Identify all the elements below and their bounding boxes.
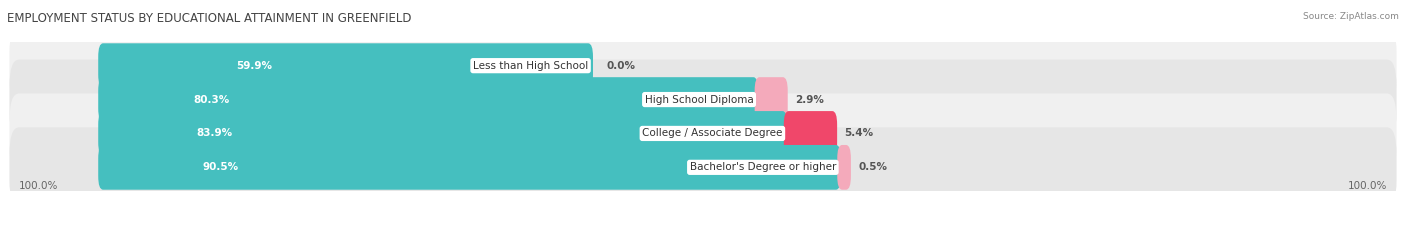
FancyBboxPatch shape (98, 43, 593, 88)
FancyBboxPatch shape (10, 60, 1396, 140)
Text: 80.3%: 80.3% (193, 95, 229, 105)
Text: 90.5%: 90.5% (202, 162, 239, 172)
Text: 0.5%: 0.5% (858, 162, 887, 172)
Text: Source: ZipAtlas.com: Source: ZipAtlas.com (1303, 12, 1399, 21)
FancyBboxPatch shape (98, 111, 787, 156)
FancyBboxPatch shape (98, 145, 841, 190)
Text: 0.0%: 0.0% (606, 61, 636, 71)
Text: 5.4%: 5.4% (845, 128, 873, 138)
Text: 100.0%: 100.0% (1347, 181, 1386, 191)
FancyBboxPatch shape (10, 93, 1396, 173)
FancyBboxPatch shape (837, 145, 851, 190)
Text: 2.9%: 2.9% (794, 95, 824, 105)
Text: 83.9%: 83.9% (197, 128, 233, 138)
Text: High School Diploma: High School Diploma (645, 95, 754, 105)
FancyBboxPatch shape (783, 111, 837, 156)
Text: 59.9%: 59.9% (236, 61, 273, 71)
FancyBboxPatch shape (755, 77, 787, 122)
Text: Less than High School: Less than High School (472, 61, 588, 71)
Text: College / Associate Degree: College / Associate Degree (643, 128, 783, 138)
FancyBboxPatch shape (10, 26, 1396, 106)
Text: EMPLOYMENT STATUS BY EDUCATIONAL ATTAINMENT IN GREENFIELD: EMPLOYMENT STATUS BY EDUCATIONAL ATTAINM… (7, 12, 412, 25)
FancyBboxPatch shape (10, 127, 1396, 207)
Text: Bachelor's Degree or higher: Bachelor's Degree or higher (690, 162, 837, 172)
Text: 100.0%: 100.0% (20, 181, 59, 191)
FancyBboxPatch shape (98, 77, 758, 122)
